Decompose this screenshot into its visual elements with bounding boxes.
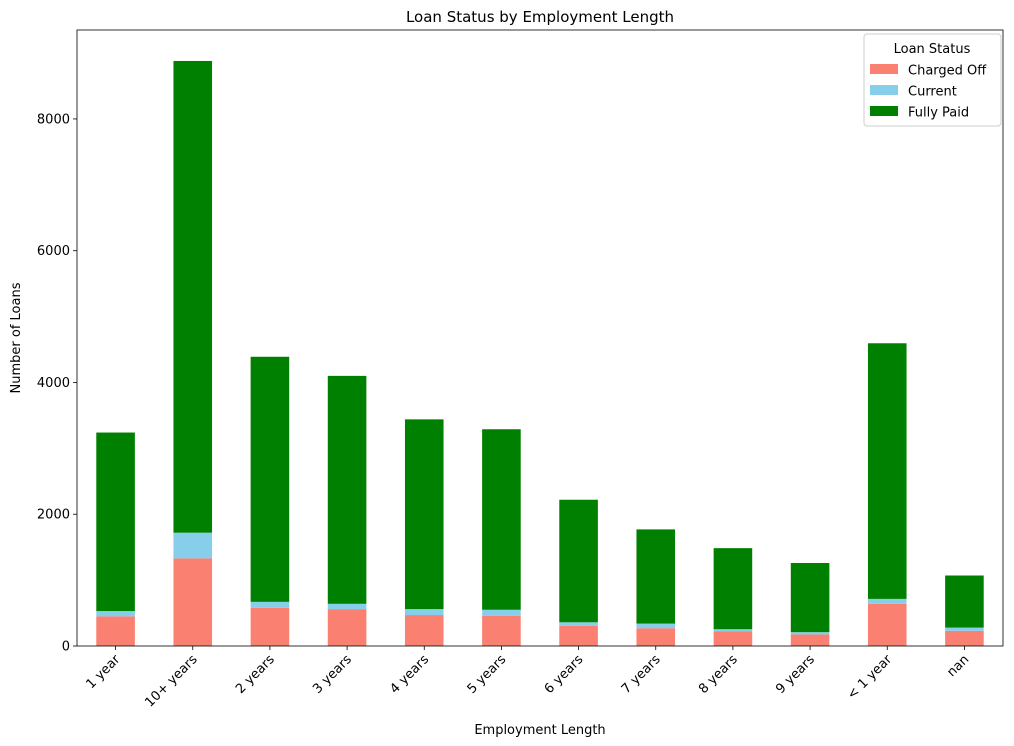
chart-title: Loan Status by Employment Length xyxy=(406,8,674,26)
legend-label: Fully Paid xyxy=(908,106,969,121)
axes-frame xyxy=(76,29,1004,647)
bar-current xyxy=(173,532,213,559)
y-tick-label: 8000 xyxy=(37,112,70,127)
bar-current xyxy=(96,611,135,617)
bar-fully-paid xyxy=(559,499,598,623)
x-tick-label: < 1 year xyxy=(845,652,896,703)
bar-charged-off xyxy=(482,615,521,646)
bar-current xyxy=(482,609,521,616)
x-tick-label: 2 years xyxy=(233,652,278,697)
legend-swatch-charged-off xyxy=(870,64,898,74)
bar-charged-off xyxy=(404,615,444,646)
x-axis-label: Employment Length xyxy=(474,723,605,738)
bar-charged-off xyxy=(945,630,984,646)
x-tick-label: 4 years xyxy=(387,652,432,697)
bar-fully-paid xyxy=(173,60,213,533)
bar-fully-paid xyxy=(790,562,830,633)
x-tick-label: 3 years xyxy=(310,652,355,697)
legend-label: Current xyxy=(908,85,957,100)
bar-charged-off xyxy=(867,603,907,646)
bar-current xyxy=(790,632,830,635)
y-tick-label: 6000 xyxy=(37,244,70,259)
bar-current xyxy=(327,603,367,610)
y-tick-label: 2000 xyxy=(37,508,70,523)
bar-current xyxy=(404,609,444,616)
bar-charged-off xyxy=(713,631,753,646)
bar-current xyxy=(945,627,984,631)
bar-fully-paid xyxy=(327,375,367,604)
bar-charged-off xyxy=(559,625,598,646)
x-tick-label: 7 years xyxy=(619,652,664,697)
x-tick-label: 8 years xyxy=(696,652,741,697)
y-tick-label: 4000 xyxy=(37,376,70,391)
legend-label: Charged Off xyxy=(908,64,987,79)
bar-fully-paid xyxy=(482,429,521,610)
bar-charged-off xyxy=(790,634,830,646)
bar-current xyxy=(636,623,676,629)
x-tick-label: nan xyxy=(944,652,972,680)
bar-current xyxy=(250,601,290,608)
x-tick-label: 9 years xyxy=(773,652,818,697)
bar-fully-paid xyxy=(713,548,753,630)
bar-charged-off xyxy=(636,628,676,646)
bar-fully-paid xyxy=(636,529,676,624)
bar-current xyxy=(559,622,598,626)
bar-fully-paid xyxy=(96,432,135,612)
x-tick-label: 1 year xyxy=(84,652,124,692)
bar-current xyxy=(867,598,907,604)
bar-charged-off xyxy=(327,609,367,646)
bar-fully-paid xyxy=(867,343,907,599)
bar-charged-off xyxy=(250,607,290,646)
legend-swatch-current xyxy=(870,85,898,95)
x-tick-label: 6 years xyxy=(542,652,587,697)
bar-current xyxy=(713,629,753,632)
x-tick-label: 5 years xyxy=(465,652,510,697)
legend-frame xyxy=(863,33,1002,127)
bar-charged-off xyxy=(173,558,213,646)
legend-title: Loan Status xyxy=(894,42,971,57)
bar-fully-paid xyxy=(250,356,290,602)
bar-fully-paid xyxy=(404,419,444,610)
bar-fully-paid xyxy=(945,575,984,628)
x-tick-label: 10+ years xyxy=(142,652,200,710)
legend-swatch-fully-paid xyxy=(870,106,898,116)
y-axis-label: Number of Loans xyxy=(9,282,24,393)
y-tick-label: 0 xyxy=(62,640,70,655)
plot-area: 0 2000 4000 6000 8000 1 year 10+ years 2 years 3… xyxy=(37,29,1004,710)
bar-charged-off xyxy=(96,616,135,646)
legend: Loan Status Charged Off Current Fully Paid xyxy=(863,33,1002,127)
